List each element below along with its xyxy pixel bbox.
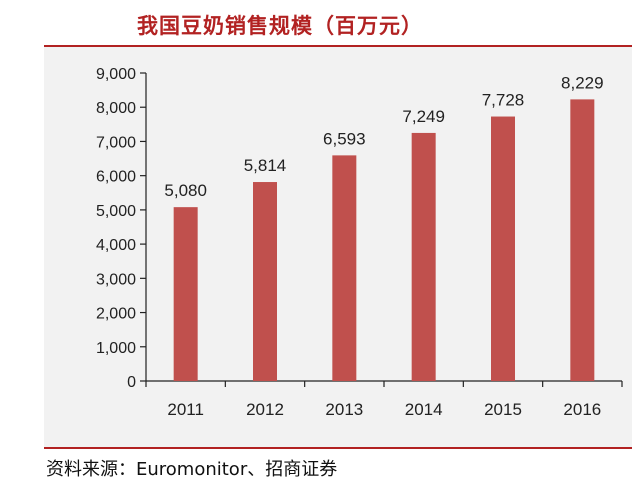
data-label: 5,814 xyxy=(244,156,287,175)
data-label: 6,593 xyxy=(323,129,366,148)
y-tick-label: 8,000 xyxy=(96,100,136,117)
x-tick-label: 2013 xyxy=(325,400,363,419)
y-tick-label: 6,000 xyxy=(96,169,136,186)
y-tick-label: 3,000 xyxy=(96,271,136,288)
y-tick-label: 0 xyxy=(127,374,136,391)
source-note: 资料来源：Euromonitor、招商证券 xyxy=(46,459,338,480)
chart-title: 我国豆奶销售规模（百万元） xyxy=(137,13,423,38)
y-tick-label: 2,000 xyxy=(96,306,136,323)
y-tick-label: 5,000 xyxy=(96,203,136,220)
bar xyxy=(411,132,436,381)
bar xyxy=(173,207,198,381)
bar xyxy=(332,155,357,381)
x-tick-label: 2016 xyxy=(563,400,601,419)
data-label: 7,249 xyxy=(402,107,445,126)
title-divider xyxy=(44,45,632,47)
bar xyxy=(491,116,515,381)
bar xyxy=(253,182,277,381)
y-tick-label: 7,000 xyxy=(96,134,136,151)
y-tick-label: 1,000 xyxy=(96,340,136,357)
x-tick-label: 2014 xyxy=(405,400,443,419)
data-label: 8,229 xyxy=(561,73,604,92)
x-tick-label: 2015 xyxy=(484,400,522,419)
data-label: 7,728 xyxy=(482,91,525,110)
x-tick-label: 2012 xyxy=(246,400,284,419)
bar xyxy=(570,99,595,382)
data-label: 5,080 xyxy=(164,181,207,200)
y-tick-label: 4,000 xyxy=(96,237,136,254)
source-divider xyxy=(44,447,632,449)
x-tick-label: 2011 xyxy=(167,400,204,419)
y-tick-label: 9,000 xyxy=(96,66,136,83)
